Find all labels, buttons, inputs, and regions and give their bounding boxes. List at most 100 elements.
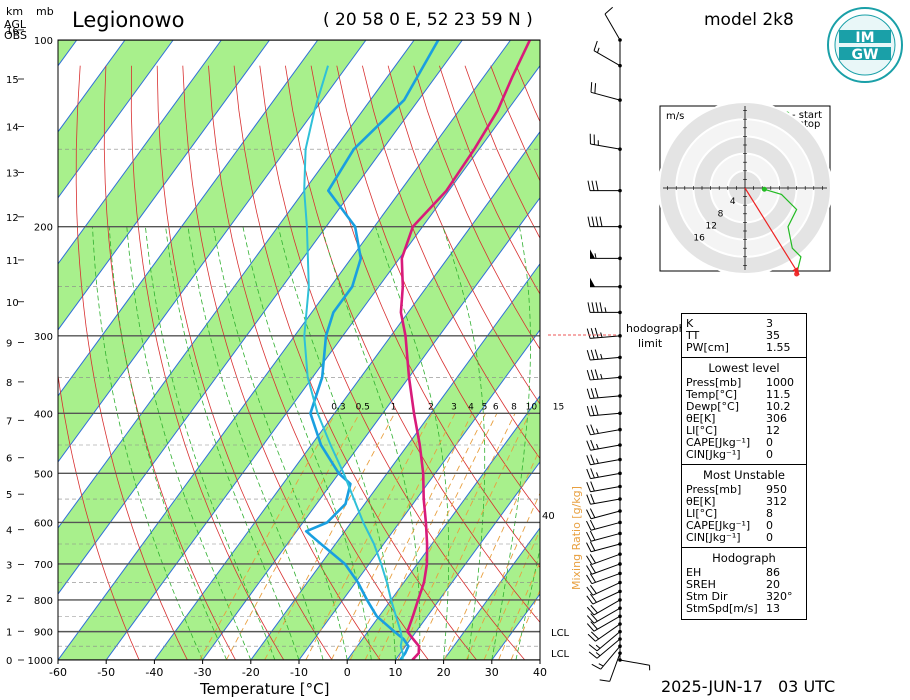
- wind-barb: [586, 439, 621, 451]
- wind-barb-shaft: [590, 459, 621, 466]
- wind-barb-full: [586, 623, 595, 632]
- wind-barb-full: [590, 328, 595, 339]
- mixing-ratio-tick-label: 5: [482, 402, 488, 412]
- dry-adiabat: [285, 65, 540, 623]
- wind-barb-full: [590, 349, 595, 360]
- wind-barb-half: [594, 253, 597, 259]
- wind-barb-full: [590, 454, 595, 465]
- wind-barb: [604, 6, 621, 41]
- wind-barb: [588, 631, 621, 652]
- wind-barb-full: [586, 455, 591, 465]
- wind-barb-pennant: [590, 249, 595, 259]
- wind-barb-full: [590, 631, 600, 640]
- temperature-tick-label: 0: [344, 666, 351, 679]
- wind-barb: [591, 645, 621, 670]
- pressure-tick-label: 900: [34, 628, 53, 639]
- wind-barb-shaft: [592, 590, 621, 605]
- hodograph-unit: m/s: [666, 111, 684, 122]
- wind-barb-shaft: [590, 143, 621, 150]
- wind-barb-shaft: [590, 376, 621, 381]
- wind-barb-full: [589, 554, 596, 564]
- wind-barb-full: [586, 542, 592, 552]
- wind-barb: [586, 493, 621, 505]
- hodograph-trace: [764, 188, 802, 275]
- wind-barb-full: [591, 663, 601, 670]
- index-row: Temp[°C] 11.5: [686, 388, 791, 401]
- temperature-tick-label: 30: [485, 666, 499, 679]
- index-row: Stm Dir 320°: [686, 590, 793, 603]
- mixing-ratio-tick-label: 6: [493, 402, 499, 412]
- wind-barb: [586, 541, 621, 553]
- wind-barb: [586, 519, 621, 531]
- wind-barb-shaft: [593, 599, 621, 616]
- lowest-level-title: Lowest level: [708, 361, 780, 375]
- index-row: SREH 20: [686, 578, 780, 591]
- wind-barb-full: [589, 585, 597, 594]
- wind-barb-full: [591, 216, 595, 227]
- dewpoint-curve: [304, 40, 440, 660]
- index-row: θE[K] 306: [686, 412, 787, 425]
- wind-barb-full: [586, 425, 591, 435]
- wind-barb: [586, 327, 621, 339]
- dry-adiabat: [362, 65, 540, 460]
- temperature-tick-label: -20: [242, 666, 260, 679]
- height-km-tick-label: 5: [6, 490, 12, 501]
- model-name: model 2k8: [704, 10, 794, 30]
- index-row: Press[mb] 1000: [686, 376, 794, 389]
- wind-barb: [586, 530, 621, 542]
- wind-barb: [586, 424, 621, 436]
- wind-barb-full: [587, 302, 591, 313]
- temperature-tick-label: -50: [97, 666, 115, 679]
- mb-unit-label: mb: [36, 5, 54, 18]
- wind-barb-full: [590, 604, 598, 614]
- height-km-tick-label: 14: [6, 122, 19, 133]
- wind-barb-shaft: [591, 553, 621, 565]
- wind-barb-shaft: [604, 13, 621, 41]
- wind-barb-full: [586, 595, 594, 605]
- hodograph-ring-label: 12: [706, 221, 717, 231]
- wind-barb-full: [586, 615, 595, 624]
- wind-barb-shaft: [590, 486, 621, 493]
- index-row: θE[K] 312: [686, 495, 787, 508]
- isotherm-line: [58, 40, 222, 265]
- wind-barb-half: [597, 47, 600, 53]
- wind-barb-full: [599, 216, 603, 227]
- hodograph-ring-label: 4: [730, 197, 736, 207]
- index-row: CAPE[Jkg⁻¹] 0: [686, 519, 773, 532]
- parcel-curve: [303, 65, 404, 660]
- lcl-label-parcel: LCL: [551, 628, 570, 639]
- lowest-level-rows: Press[mb] 1000 Temp[°C] 11.5 Dewp[°C] 10.2 …: [682, 377, 806, 464]
- wind-barb-shaft: [590, 498, 621, 505]
- index-row: Dewp[°C] 10.2: [686, 400, 791, 413]
- wind-barb-shaft: [590, 472, 621, 480]
- wind-barb-full: [590, 405, 595, 416]
- wind-barb: [590, 82, 621, 101]
- wind-barb-shaft: [590, 335, 621, 339]
- wind-barb: [586, 468, 621, 480]
- dry-adiabat: [58, 372, 140, 660]
- wind-barb-full: [586, 606, 595, 616]
- wind-barb-half: [596, 428, 599, 434]
- height-km-tick-label: 2: [6, 594, 12, 605]
- storm-motion-arrowhead: [792, 267, 800, 275]
- wind-barb-shaft: [593, 50, 621, 67]
- wind-barb-full: [590, 369, 595, 380]
- date-label: 2025-JUN-17: [661, 677, 763, 696]
- wind-barb-shaft: [592, 582, 621, 596]
- height-km-tick-label: 11: [6, 256, 19, 267]
- wind-barb-half: [596, 443, 599, 449]
- isotherm-line: [58, 40, 463, 595]
- wind-barb: [586, 590, 621, 605]
- temperature-tick-label: -30: [194, 666, 212, 679]
- wind-barb-full: [590, 439, 595, 450]
- station-coordinates: ( 20 58 0 E, 52 23 59 N ): [323, 10, 533, 30]
- pressure-tick-label: 500: [34, 469, 53, 480]
- wind-barb-full: [589, 519, 596, 530]
- wind-barb-full: [589, 530, 596, 541]
- wind-barb-full: [586, 388, 591, 399]
- dry-adiabat: [259, 65, 526, 660]
- pressure-tick-label: 100: [34, 36, 53, 47]
